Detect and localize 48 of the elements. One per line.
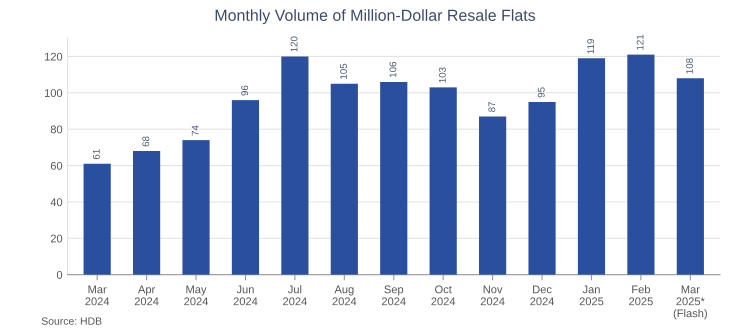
y-tick-label: 60 <box>50 162 62 170</box>
bar <box>430 87 457 275</box>
bar <box>627 54 655 275</box>
x-tick-label: Mar 2025* (Flash) <box>674 286 707 320</box>
bar <box>380 82 408 275</box>
y-tick-label: 40 <box>50 198 62 206</box>
x-tick-label: Jan 2025 <box>580 286 604 306</box>
data-label: 106 <box>389 62 396 78</box>
bar <box>84 164 111 275</box>
data-label: 120 <box>290 36 298 52</box>
data-label: 103 <box>438 67 446 82</box>
data-label: 96 <box>241 86 248 96</box>
x-tick-label: Nov 2024 <box>480 286 505 306</box>
x-tick-label: Dec 2024 <box>530 286 554 306</box>
data-label: 105 <box>340 64 347 79</box>
bar <box>132 151 160 275</box>
data-label: 68 <box>142 136 150 146</box>
bar <box>281 56 308 275</box>
bar <box>528 102 556 275</box>
x-tick-label: Jun 2024 <box>234 286 258 306</box>
x-tick-label: Apr 2024 <box>134 286 159 306</box>
source-note: Source: HDB <box>42 317 102 325</box>
x-tick-label: May 2024 <box>184 286 208 306</box>
x-tick-label: Oct 2024 <box>431 285 456 306</box>
bar <box>578 58 606 275</box>
data-label: 95 <box>538 87 545 98</box>
data-label: 119 <box>587 39 594 54</box>
data-label: 121 <box>636 34 644 50</box>
data-label: 61 <box>92 149 100 160</box>
bar <box>479 116 506 275</box>
x-tick-label: Sep 2024 <box>382 285 406 306</box>
bar <box>330 84 358 275</box>
y-tick-label: 100 <box>44 89 62 97</box>
bar <box>182 140 210 275</box>
bar <box>676 78 704 275</box>
x-tick-label: Jul 2024 <box>283 285 307 306</box>
chart-title: Monthly Volume of Million-Dollar Resale Flats <box>216 9 536 24</box>
x-tick-label: Feb 2025 <box>629 285 653 306</box>
data-label: 108 <box>686 58 693 74</box>
y-tick-label: 0 <box>56 270 62 279</box>
x-tick-label: Mar 2024 <box>85 286 110 306</box>
data-label: 87 <box>488 102 496 112</box>
y-tick-label: 80 <box>50 125 62 134</box>
x-tick-label: Aug 2024 <box>332 286 356 306</box>
y-tick-label: 120 <box>44 52 62 61</box>
bar <box>232 100 260 275</box>
data-label: 74 <box>192 125 199 136</box>
y-tick-label: 20 <box>50 234 62 242</box>
